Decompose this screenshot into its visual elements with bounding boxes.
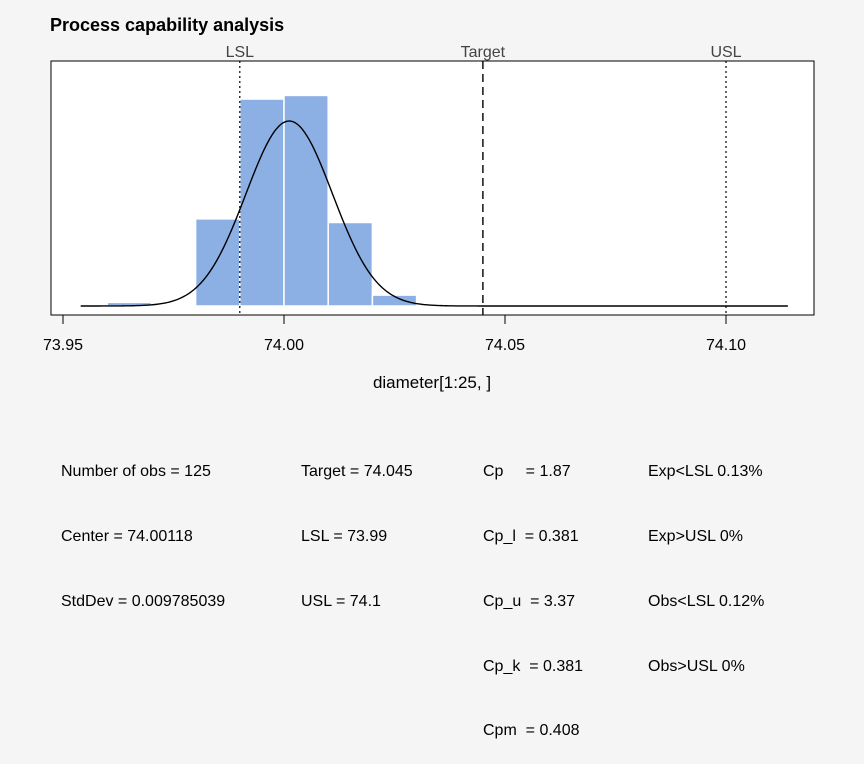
stats-stddev: StdDev = 0.009785039 bbox=[61, 592, 226, 610]
stats-center: Center = 74.00118 bbox=[61, 527, 193, 545]
stats-cp-l: Cp_l = 0.381 bbox=[483, 527, 579, 545]
stats-column-indices: Cp = 1.87 Cp_l = 0.381 Cp_u = 3.37 Cp_k … bbox=[483, 418, 583, 764]
histogram-bar bbox=[283, 94, 329, 307]
x-tick-label: 73.95 bbox=[43, 337, 83, 354]
x-axis-label: diameter[1:25, ] bbox=[373, 373, 491, 392]
stats-obs-lsl: Obs<LSL 0.12% bbox=[648, 592, 765, 610]
histogram-bar bbox=[371, 294, 418, 307]
stats-exp-usl: Exp>USL 0% bbox=[648, 527, 744, 545]
histogram-bar bbox=[194, 218, 241, 307]
normal-density-curve bbox=[80, 120, 788, 307]
stats-cp: Cp = 1.87 bbox=[483, 463, 571, 481]
stats-lsl: LSL = 73.99 bbox=[301, 527, 388, 545]
plot-panel bbox=[50, 60, 815, 316]
histogram-bar bbox=[327, 221, 374, 307]
stats-cp-k: Cp_k = 0.381 bbox=[483, 657, 584, 675]
stats-target: Target = 74.045 bbox=[301, 463, 413, 481]
capability-chart: Process capability analysis LSL Target USL… bbox=[43, 15, 815, 392]
histogram-bar bbox=[239, 98, 285, 307]
stats-column-percents: Exp<LSL 0.13% Exp>USL 0% Obs<LSL 0.12% O… bbox=[648, 418, 764, 699]
x-tick-label: 74.10 bbox=[706, 337, 746, 354]
chart-title: Process capability analysis bbox=[50, 15, 284, 35]
x-tick-label: 74.00 bbox=[264, 337, 304, 354]
stats-exp-lsl: Exp<LSL 0.13% bbox=[648, 463, 763, 481]
stats-cpm: Cpm = 0.408 bbox=[483, 722, 580, 740]
stats-column-specs: Target = 74.045 LSL = 73.99 USL = 74.1 bbox=[301, 418, 413, 634]
stats-cp-u: Cp_u = 3.37 bbox=[483, 592, 576, 610]
spec-label-target: Target bbox=[461, 44, 506, 61]
spec-label-lsl: LSL bbox=[226, 44, 255, 61]
stats-obs-usl: Obs>USL 0% bbox=[648, 657, 745, 675]
spec-label-usl: USL bbox=[710, 44, 741, 61]
stats-n-obs: Number of obs = 125 bbox=[61, 463, 211, 481]
stats-usl: USL = 74.1 bbox=[301, 592, 381, 610]
x-tick-label: 74.05 bbox=[485, 337, 525, 354]
stats-column-counts: Number of obs = 125 Center = 74.00118 St… bbox=[61, 418, 225, 634]
